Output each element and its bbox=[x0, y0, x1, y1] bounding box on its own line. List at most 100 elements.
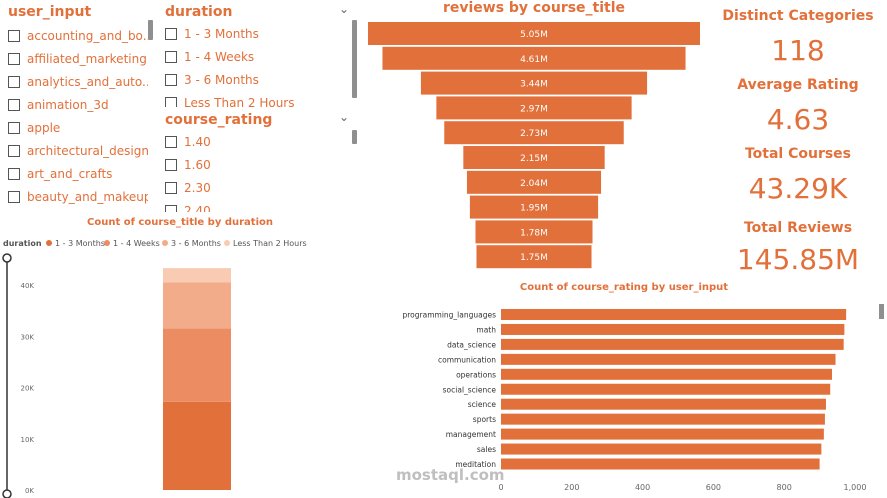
stack-segment bbox=[163, 401, 231, 490]
slicer-item-label: 2.30 bbox=[184, 180, 211, 195]
hbar bbox=[501, 368, 832, 380]
checkbox[interactable] bbox=[165, 204, 177, 212]
slicer-title: duration bbox=[165, 4, 233, 20]
checkbox[interactable] bbox=[8, 121, 20, 134]
slicer-item[interactable]: apple bbox=[8, 116, 148, 139]
hbar bbox=[501, 458, 820, 470]
total-courses-label: Total Courses bbox=[744, 146, 852, 162]
category-label: meditation bbox=[455, 460, 496, 469]
hbar bbox=[501, 443, 822, 455]
hbar bbox=[501, 338, 844, 350]
slicer-item[interactable]: 2.30 bbox=[165, 176, 345, 199]
x-tick-label: 600 bbox=[706, 483, 721, 492]
funnel-bar bbox=[368, 22, 700, 45]
slicer-item[interactable]: architectural_design bbox=[8, 139, 148, 162]
funnel-bar bbox=[420, 71, 648, 95]
data-label: 1.78M bbox=[520, 228, 548, 238]
slicer-item[interactable]: animation_3d bbox=[8, 93, 148, 116]
checkbox[interactable] bbox=[8, 98, 20, 111]
funnel-segment: 4.61M bbox=[382, 46, 686, 70]
checkbox[interactable] bbox=[8, 75, 20, 88]
slicer-item-label: affiliated_marketing bbox=[27, 51, 147, 66]
stack-segment bbox=[163, 268, 231, 283]
slicer-duration: duration ⌄ 1 - 3 Months 1 - 4 Weeks 3 - 6 … bbox=[163, 2, 359, 107]
slicer-item-label: accounting_and_bo... bbox=[27, 28, 148, 43]
total-courses-value: 43.29K bbox=[748, 172, 848, 205]
slicer-scrollbar[interactable] bbox=[352, 130, 357, 144]
y-tick-label: 20K bbox=[21, 385, 35, 393]
chevron-down-icon[interactable]: ⌄ bbox=[339, 2, 350, 16]
slicer-item[interactable]: accounting_and_bo... bbox=[8, 24, 148, 47]
slicer-item-label: beauty_and_makeup bbox=[27, 189, 148, 204]
slicer-item-label: 2.40 bbox=[184, 203, 211, 213]
average-rating-label: Average Rating bbox=[737, 77, 859, 93]
funnel-segment: 1.75M bbox=[476, 245, 592, 269]
funnel-bar bbox=[382, 46, 686, 70]
checkbox[interactable] bbox=[165, 50, 177, 63]
slicer-item[interactable]: 1 - 3 Months bbox=[165, 22, 345, 45]
average-rating-value: 4.63 bbox=[766, 103, 830, 136]
data-label: 2.04M bbox=[520, 179, 548, 189]
category-label: sales bbox=[477, 445, 496, 454]
checkbox[interactable] bbox=[8, 190, 20, 203]
checkbox[interactable] bbox=[165, 73, 177, 86]
slicer-item[interactable]: 1.40 bbox=[165, 130, 345, 153]
data-label: 1.95M bbox=[520, 204, 548, 214]
checkbox[interactable] bbox=[8, 29, 20, 42]
slicer-user-input: user_input accounting_and_bo... affiliate… bbox=[6, 2, 156, 214]
data-label: 2.73M bbox=[520, 129, 548, 139]
x-tick-label: 0 bbox=[498, 483, 503, 492]
range-slider-handle bbox=[2, 489, 12, 498]
checkbox[interactable] bbox=[165, 135, 177, 148]
chevron-down-icon[interactable]: ⌄ bbox=[339, 110, 350, 124]
kpi-cards: Distinct Categories 118 Average Rating 4… bbox=[714, 0, 884, 280]
slicer-item[interactable]: 1 - 4 Weeks bbox=[165, 45, 345, 68]
checkbox[interactable] bbox=[165, 158, 177, 171]
funnel-segment: 2.97M bbox=[436, 96, 632, 120]
funnel-plot: 5.05M 4.61M 3.44M 2.97M 2.73M 2.15M 2.04M 1.95M… bbox=[368, 22, 700, 269]
checkbox[interactable] bbox=[165, 181, 177, 194]
category-label: sports bbox=[473, 415, 496, 424]
slicer-scrollbar[interactable] bbox=[352, 20, 357, 98]
y-tick-label: 30K bbox=[21, 333, 35, 341]
slicer-item-label: 1.40 bbox=[184, 134, 211, 149]
slicer-course-rating: course_rating ⌄ 1.40 1.60 2.30 2.40 bbox=[163, 110, 359, 214]
slicer-item[interactable]: 1.60 bbox=[165, 153, 345, 176]
category-label: communication bbox=[438, 355, 496, 364]
category-label: operations bbox=[456, 370, 496, 379]
hbar bbox=[501, 398, 826, 410]
slicer-item-label: art_and_crafts bbox=[27, 166, 113, 181]
slicer-item-label: 3 - 6 Months bbox=[184, 72, 259, 87]
checkbox[interactable] bbox=[8, 167, 20, 180]
checkbox[interactable] bbox=[8, 144, 20, 157]
slicer-item[interactable]: affiliated_marketing bbox=[8, 47, 148, 70]
stack-segment bbox=[163, 328, 231, 402]
slicer-item[interactable]: art_and_crafts bbox=[8, 162, 148, 185]
slicer-item[interactable]: beauty_and_makeup bbox=[8, 185, 148, 208]
slicer-list: 1 - 3 Months 1 - 4 Weeks 3 - 6 Months Less … bbox=[165, 22, 345, 107]
chart-title: Count of course_rating by user_input bbox=[519, 282, 729, 293]
legend-entry: Less Than 2 Hours bbox=[233, 239, 307, 248]
checkbox[interactable] bbox=[165, 96, 177, 107]
slicer-title: user_input bbox=[8, 4, 92, 20]
legend-marker bbox=[162, 240, 168, 246]
category-label: management bbox=[446, 430, 496, 439]
checkbox[interactable] bbox=[165, 27, 177, 40]
slicer-scrollbar[interactable] bbox=[148, 20, 153, 40]
hbar bbox=[501, 413, 825, 425]
slicer-item[interactable]: 3 - 6 Months bbox=[165, 68, 345, 91]
category-label: data_science bbox=[447, 340, 496, 349]
x-tick-label: 400 bbox=[635, 483, 650, 492]
slicer-item[interactable]: analytics_and_auto... bbox=[8, 70, 148, 93]
slicer-list: accounting_and_bo... affiliated_marketing… bbox=[8, 24, 148, 214]
checkbox[interactable] bbox=[8, 52, 20, 65]
slicer-item[interactable]: Less Than 2 Hours bbox=[165, 91, 345, 107]
stacked-plot: duration 1 - 3 Months 1 - 4 Weeks 3 - 6 Mon… bbox=[2, 239, 307, 498]
watermark: mostaql.com bbox=[396, 466, 505, 484]
funnel-segment: 3.44M bbox=[420, 71, 648, 95]
category-label: programming_languages bbox=[403, 311, 497, 320]
slicer-item[interactable]: 2.40 bbox=[165, 199, 345, 212]
funnel-chart: reviews by course_title 5.05M 4.61M 3.44M 2… bbox=[364, 0, 704, 280]
hbar bbox=[501, 353, 836, 365]
